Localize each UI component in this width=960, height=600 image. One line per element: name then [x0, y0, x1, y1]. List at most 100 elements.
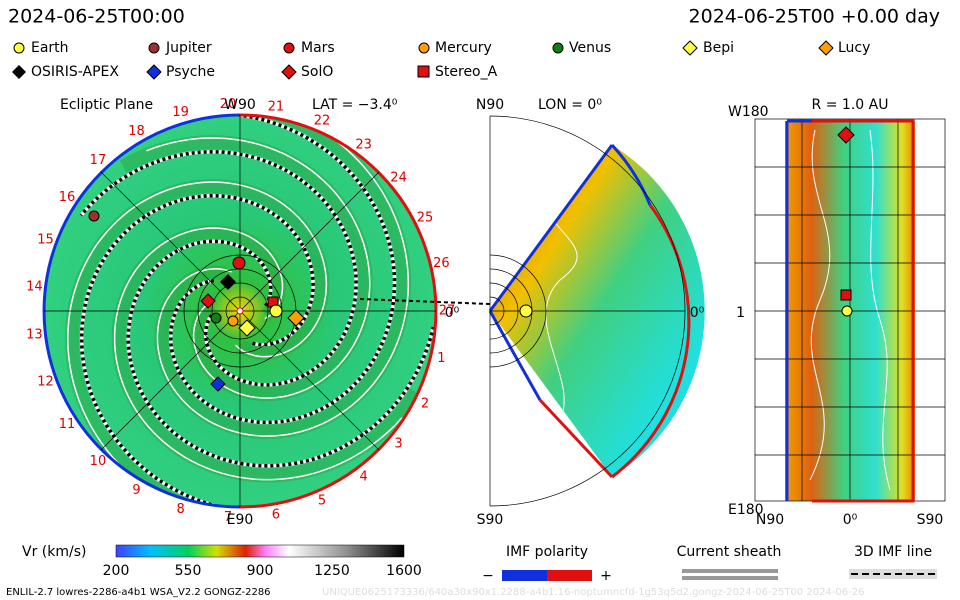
axis-label: 0⁰	[445, 305, 460, 321]
spiral-line	[146, 137, 371, 399]
axis-label: N90	[476, 97, 504, 113]
jupiter	[88, 210, 100, 222]
sector-label: 4	[359, 470, 367, 485]
venus	[210, 312, 222, 324]
ring	[225, 296, 255, 326]
axis-label: E90	[227, 512, 254, 528]
imf-positive	[547, 570, 592, 581]
lon-label: LON = 0⁰	[538, 97, 602, 113]
polarity-edge	[538, 398, 614, 479]
sheath-line	[682, 569, 778, 573]
marker	[281, 64, 297, 80]
colorbar-tick: 1600	[386, 563, 422, 579]
panel-title: R = 1.0 AU	[812, 97, 889, 113]
sector-label: 18	[128, 124, 145, 139]
sector-label: 9	[132, 483, 140, 498]
mars	[232, 256, 246, 270]
axis-label: S90	[917, 512, 944, 528]
axis-label: 0⁰	[843, 512, 858, 528]
imf-line-title: 3D IMF line	[854, 544, 932, 560]
mercury	[227, 315, 239, 327]
imf-minus: −	[482, 568, 494, 584]
sector-label: 25	[417, 211, 434, 226]
imf-negative	[502, 570, 547, 581]
legend: Earth Jupiter Mars Mercury Venus Bepi Lu…	[12, 40, 870, 80]
time-offset: 2024-06-25T00 +0.00 day	[689, 6, 940, 28]
lat-label: LAT = −3.4⁰	[312, 97, 398, 113]
marker	[552, 42, 564, 54]
imf-title: IMF polarity	[506, 544, 588, 560]
earth	[519, 304, 533, 318]
spiral-band	[154, 115, 412, 440]
current-sheath	[126, 239, 435, 468]
imf-plus: +	[600, 568, 612, 584]
colorbar-tick: 200	[103, 563, 130, 579]
spiral-band	[64, 179, 330, 507]
spiral-line	[113, 227, 403, 481]
legend-label: SolO	[301, 64, 333, 80]
marker	[148, 42, 160, 54]
sheath-bg	[79, 150, 358, 387]
sector-label: 6	[272, 507, 280, 522]
polarity-edge	[785, 119, 812, 501]
legend-label: Mars	[301, 40, 335, 56]
timestamp: 2024-06-25T00:00	[8, 6, 185, 28]
sector-label: 27	[439, 304, 456, 319]
sector-label: 23	[355, 137, 372, 152]
sector-label: 12	[37, 374, 54, 389]
sector-label: 13	[26, 328, 43, 343]
polarity-edge	[488, 144, 614, 312]
legend-label: Jupiter	[165, 40, 212, 56]
current-sheath	[168, 115, 397, 425]
axis-label: 0⁰	[690, 305, 705, 321]
marker	[682, 40, 698, 56]
sector-label: 10	[90, 454, 107, 469]
imf-line	[359, 298, 491, 305]
sector-label: 15	[37, 233, 54, 248]
sheath-title: Current sheath	[677, 544, 782, 560]
colorbar-tick: 1250	[314, 563, 350, 579]
psyche	[210, 376, 226, 392]
legend-label: Stereo_A	[435, 64, 498, 80]
axis-label: 1	[736, 305, 745, 321]
colorbar-tick: 900	[247, 563, 274, 579]
sector-label: 7	[224, 510, 232, 525]
sector-label: 1	[437, 351, 445, 366]
contour	[869, 129, 891, 491]
panel-title: Ecliptic Plane	[60, 97, 153, 113]
sector-label: 8	[176, 502, 184, 517]
sector-label: 3	[394, 437, 402, 452]
imf-line-bg	[849, 569, 937, 579]
current-sheath	[79, 193, 315, 507]
axis-label: W90	[224, 97, 256, 113]
marker	[13, 42, 25, 54]
marker	[12, 65, 26, 79]
sector-label: 19	[172, 105, 189, 120]
solo	[200, 293, 216, 309]
radial-panel: R = 1.0 AU W180 1 E180 N90 0⁰ S90	[728, 97, 946, 528]
stereo-a	[840, 289, 852, 301]
sector-label: 14	[26, 279, 43, 294]
legend-label: Psyche	[166, 64, 215, 80]
spiral-band	[111, 225, 422, 483]
polarity-edge	[488, 310, 542, 401]
sector-label: 17	[90, 153, 107, 168]
polarity-edge	[812, 119, 915, 503]
sector-label: 26	[433, 256, 450, 271]
legend-label: Venus	[569, 40, 611, 56]
legend-label: OSIRIS-APEX	[31, 64, 119, 80]
footer-right: UNIQUE0625173336/640a30x90x1.2288-a4b1.1…	[322, 587, 864, 598]
colorbar	[115, 544, 405, 558]
sheath-line	[682, 576, 778, 580]
sector-label: 2	[421, 396, 429, 411]
sector-label: 5	[318, 494, 326, 509]
solo	[837, 126, 855, 144]
axis-label: S90	[477, 512, 504, 528]
axis-label: N90	[756, 512, 784, 528]
ring	[489, 254, 547, 368]
polarity-edge	[610, 143, 652, 206]
axis-label: W180	[728, 104, 769, 120]
legend-label: Bepi	[703, 40, 734, 56]
lucy	[287, 309, 305, 327]
